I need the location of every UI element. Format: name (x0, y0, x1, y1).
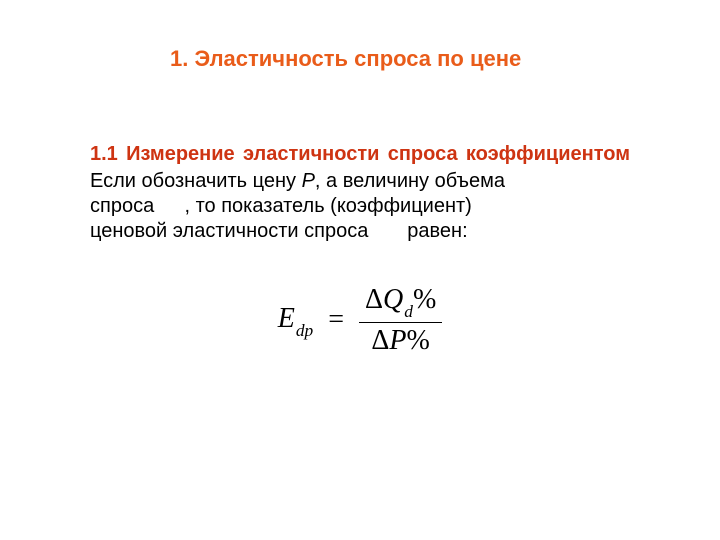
formula-fraction: ΔQd% ΔP% (359, 284, 442, 357)
body-paragraph: Если обозначить цену Р, а величину объем… (90, 169, 630, 244)
body-text-frag: равен: (407, 220, 467, 242)
formula-q: Q (383, 284, 403, 315)
symbol-p: Р (302, 170, 315, 192)
slide: 1. Эластичность спроса по цене 1.1 Измер… (0, 0, 720, 540)
percent-icon: % (413, 284, 436, 315)
body-text-frag: Если обозначить цену (90, 170, 302, 192)
formula-p: P (389, 325, 406, 356)
percent-icon: % (407, 325, 430, 356)
formula-e: E (278, 303, 295, 334)
body-text-frag: ценовой эластичности спроса (90, 220, 368, 242)
symbol-qd-inline (148, 206, 151, 217)
formula-e-sub: dp (296, 321, 313, 340)
delta-icon: Δ (371, 325, 389, 356)
slide-title: 1. Эластичность спроса по цене (90, 46, 630, 72)
formula-numerator: ΔQd% (359, 284, 442, 322)
formula-denominator: ΔP% (359, 322, 442, 357)
formula-equals: = (328, 304, 344, 336)
section-heading: 1.1 Измерение эластичности спроса коэффи… (90, 142, 630, 167)
formula-block: Edp = ΔQd% ΔP% (90, 284, 630, 357)
body-text-frag: , то показатель (коэффициент) (185, 195, 472, 217)
body-text-frag: спроса (90, 195, 154, 217)
delta-icon: Δ (365, 284, 383, 315)
formula-lhs: Edp (278, 303, 313, 339)
body-text-frag: , а величину объема (315, 170, 505, 192)
formula-q-sub: d (404, 302, 413, 321)
